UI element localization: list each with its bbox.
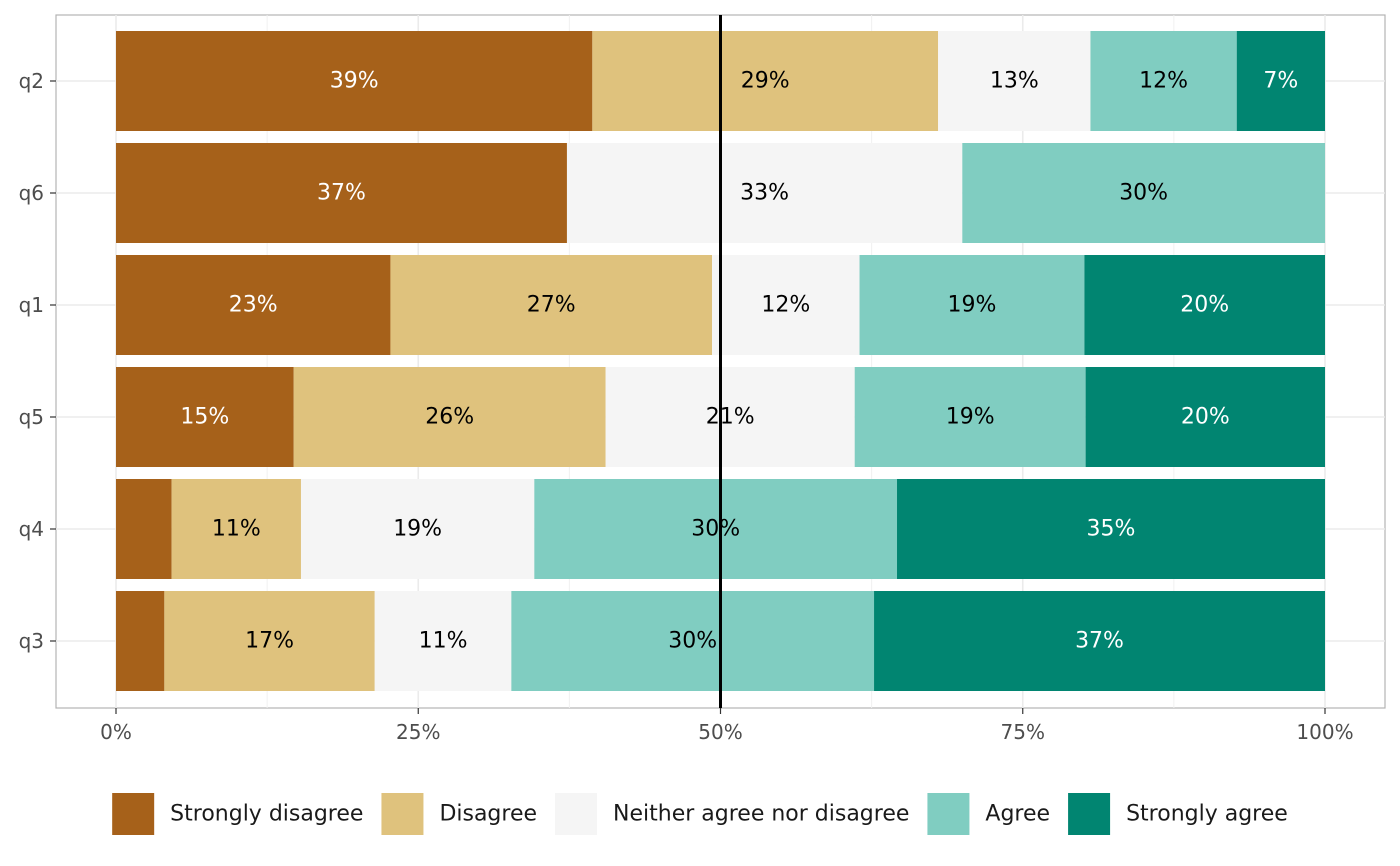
bar-q3-strongly-agree [874, 591, 1325, 691]
x-tick-label-100: 100% [1296, 720, 1353, 744]
label-q4-disagree: 11% [212, 517, 261, 542]
legend-item-agree: Agree [927, 793, 1050, 835]
bar-q4-agree [534, 479, 898, 579]
label-q6-strongly-disagree: 37% [317, 181, 366, 206]
label-q4-agree: 30% [691, 517, 740, 542]
bar-q4-disagree [171, 479, 301, 579]
bar-q3-strongly-disagree [116, 591, 165, 691]
label-q2-disagree: 29% [741, 69, 790, 94]
label-q5-neither-agree-nor-disagree: 21% [706, 405, 755, 430]
label-q1-agree: 19% [948, 293, 997, 318]
legend-key-strongly-agree [1068, 793, 1111, 835]
label-q2-neither-agree-nor-disagree: 13% [990, 69, 1039, 94]
legend-key-disagree [381, 793, 424, 835]
label-q4-strongly-agree: 35% [1087, 517, 1136, 542]
bar-q4-strongly-agree [897, 479, 1325, 579]
y-tick-label-q6: q6 [19, 181, 44, 205]
bar-q1-strongly-disagree [116, 255, 391, 355]
legend-item-strongly-disagree: Strongly disagree [112, 793, 363, 835]
bar-q6-agree [962, 143, 1325, 243]
y-axis: q2 q6 q1 q5 q4 q3 [19, 69, 56, 653]
legend-item-neither-agree-nor-disagree: Neither agree nor disagree [555, 793, 909, 835]
label-q6-agree: 30% [1119, 181, 1168, 206]
legend-key-agree [927, 793, 970, 835]
legend-label-disagree: Disagree [439, 802, 537, 827]
bar-q1-disagree [390, 255, 713, 355]
label-q5-strongly-agree: 20% [1181, 405, 1230, 430]
x-tick-label-50: 50% [698, 720, 742, 744]
bar-q4-neither-agree-nor-disagree [300, 479, 535, 579]
y-tick-label-q2: q2 [19, 69, 44, 93]
label-q3-agree: 30% [668, 629, 717, 654]
bar-q3-disagree [164, 591, 375, 691]
legend-key-neither-agree-nor-disagree [555, 793, 598, 835]
legend-label-strongly-disagree: Strongly disagree [170, 802, 363, 827]
bar-q2-disagree [592, 31, 939, 131]
y-tick-label-q5: q5 [19, 405, 44, 429]
label-q2-agree: 12% [1139, 69, 1188, 94]
y-tick-label-q3: q3 [19, 629, 44, 653]
legend-item-strongly-agree: Strongly agree [1068, 793, 1288, 835]
bar-q1-agree [859, 255, 1085, 355]
legend: Strongly disagree Disagree Neither agree n… [112, 793, 1288, 835]
bar-q5-neither-agree-nor-disagree [605, 367, 855, 467]
bar-q2-strongly-agree [1236, 31, 1325, 131]
bar-q2-strongly-disagree [116, 31, 593, 131]
y-tick-label-q1: q1 [19, 293, 44, 317]
label-q5-agree: 19% [946, 405, 995, 430]
bar-q5-strongly-disagree [116, 367, 294, 467]
bar-q3-neither-agree-nor-disagree [374, 591, 512, 691]
bar-q6-strongly-disagree [116, 143, 567, 243]
label-q2-strongly-agree: 7% [1263, 69, 1298, 94]
legend-label-neither-agree-nor-disagree: Neither agree nor disagree [613, 802, 909, 827]
bar-segments [116, 31, 1325, 691]
label-q5-disagree: 26% [425, 405, 474, 430]
label-q5-strongly-disagree: 15% [180, 405, 229, 430]
bar-q2-neither-agree-nor-disagree [938, 31, 1091, 131]
bar-q4-strongly-disagree [116, 479, 172, 579]
legend-label-strongly-agree: Strongly agree [1126, 802, 1288, 827]
segment-labels: 39% 29% 13% 12% 7% 37% 33% 23% 27% 12% 19% 20% 15% 26… [180, 69, 1298, 654]
label-q1-strongly-disagree: 23% [229, 293, 278, 318]
x-tick-label-25: 25% [396, 720, 440, 744]
x-axis: 0% 25% 50% 75% 100% [100, 708, 1354, 744]
y-tick-label-q4: q4 [19, 517, 44, 541]
bar-q1-neither-agree-nor-disagree [712, 255, 860, 355]
label-q3-neither-agree-nor-disagree: 11% [419, 629, 468, 654]
label-q1-disagree: 27% [527, 293, 576, 318]
bar-q5-agree [854, 367, 1086, 467]
label-q3-disagree: 17% [245, 629, 294, 654]
label-q2-strongly-disagree: 39% [330, 69, 379, 94]
x-tick-label-0: 0% [100, 720, 132, 744]
bar-q5-strongly-agree [1085, 367, 1325, 467]
bar-q1-strongly-agree [1084, 255, 1325, 355]
label-q1-strongly-agree: 20% [1180, 293, 1229, 318]
label-q4-neither-agree-nor-disagree: 19% [393, 517, 442, 542]
label-q1-neither-agree-nor-disagree: 12% [761, 293, 810, 318]
legend-item-disagree: Disagree [381, 793, 537, 835]
bar-q6-neither-agree-nor-disagree [566, 143, 963, 243]
label-q3-strongly-agree: 37% [1075, 629, 1124, 654]
legend-key-strongly-disagree [112, 793, 155, 835]
bar-q5-disagree [293, 367, 606, 467]
bar-q2-agree [1090, 31, 1237, 131]
label-q6-neither-agree-nor-disagree: 33% [740, 181, 789, 206]
legend-label-agree: Agree [985, 802, 1050, 827]
x-tick-label-75: 75% [1001, 720, 1045, 744]
bar-q3-agree [511, 591, 875, 691]
